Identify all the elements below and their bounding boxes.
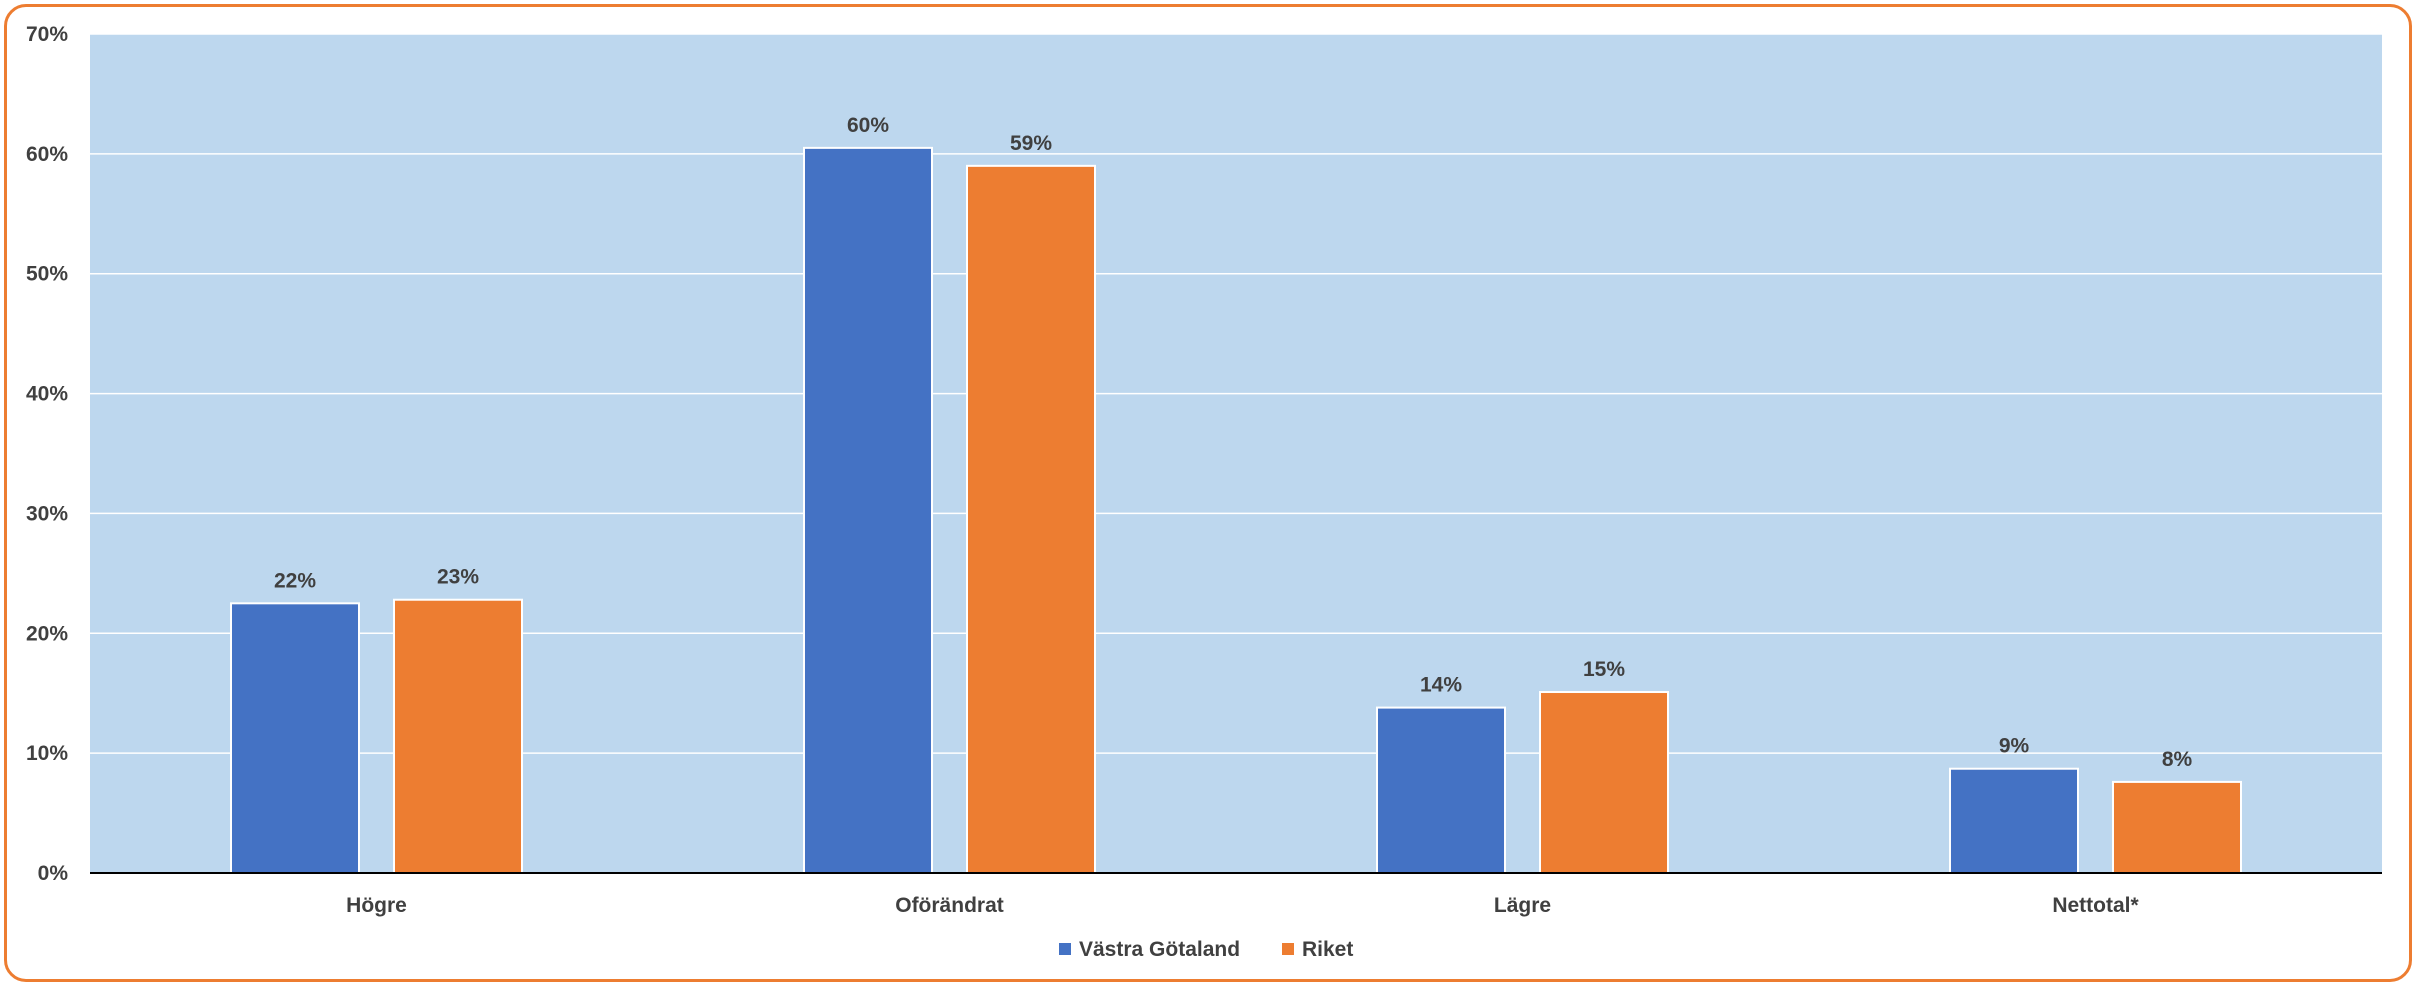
bar[interactable] bbox=[393, 598, 523, 874]
y-tick-label: 10% bbox=[26, 742, 68, 765]
legend-label: Riket bbox=[1302, 938, 1353, 961]
bar[interactable] bbox=[1376, 706, 1506, 875]
data-label: 14% bbox=[1420, 674, 1462, 697]
data-label: 23% bbox=[437, 566, 479, 589]
y-tick-label: 40% bbox=[26, 383, 68, 406]
x-tick-label: Oförändrat bbox=[895, 894, 1004, 917]
bar[interactable] bbox=[966, 164, 1096, 875]
x-tick-label: Lägre bbox=[1494, 894, 1551, 917]
bar[interactable] bbox=[803, 146, 933, 875]
legend-swatch bbox=[1059, 943, 1071, 955]
bar[interactable] bbox=[1949, 767, 2079, 875]
y-tick-label: 60% bbox=[26, 143, 68, 166]
y-tick-label: 50% bbox=[26, 263, 68, 286]
bar[interactable] bbox=[1539, 691, 1669, 874]
data-label: 22% bbox=[274, 569, 316, 592]
y-tick-label: 0% bbox=[38, 862, 69, 885]
x-tick-label: Högre bbox=[346, 894, 407, 917]
data-label: 60% bbox=[847, 114, 889, 137]
data-label: 15% bbox=[1583, 658, 1625, 681]
bar[interactable] bbox=[230, 602, 360, 874]
y-tick-label: 70% bbox=[26, 23, 68, 46]
legend-swatch bbox=[1282, 943, 1294, 955]
bar[interactable] bbox=[2112, 780, 2242, 874]
data-label: 9% bbox=[1999, 735, 2030, 758]
data-label: 59% bbox=[1010, 132, 1052, 155]
data-label: 8% bbox=[2162, 748, 2193, 771]
y-tick-label: 20% bbox=[26, 622, 68, 645]
legend-label: Västra Götaland bbox=[1079, 938, 1240, 961]
y-tick-label: 30% bbox=[26, 502, 68, 525]
x-tick-label: Nettotal* bbox=[2052, 894, 2139, 917]
